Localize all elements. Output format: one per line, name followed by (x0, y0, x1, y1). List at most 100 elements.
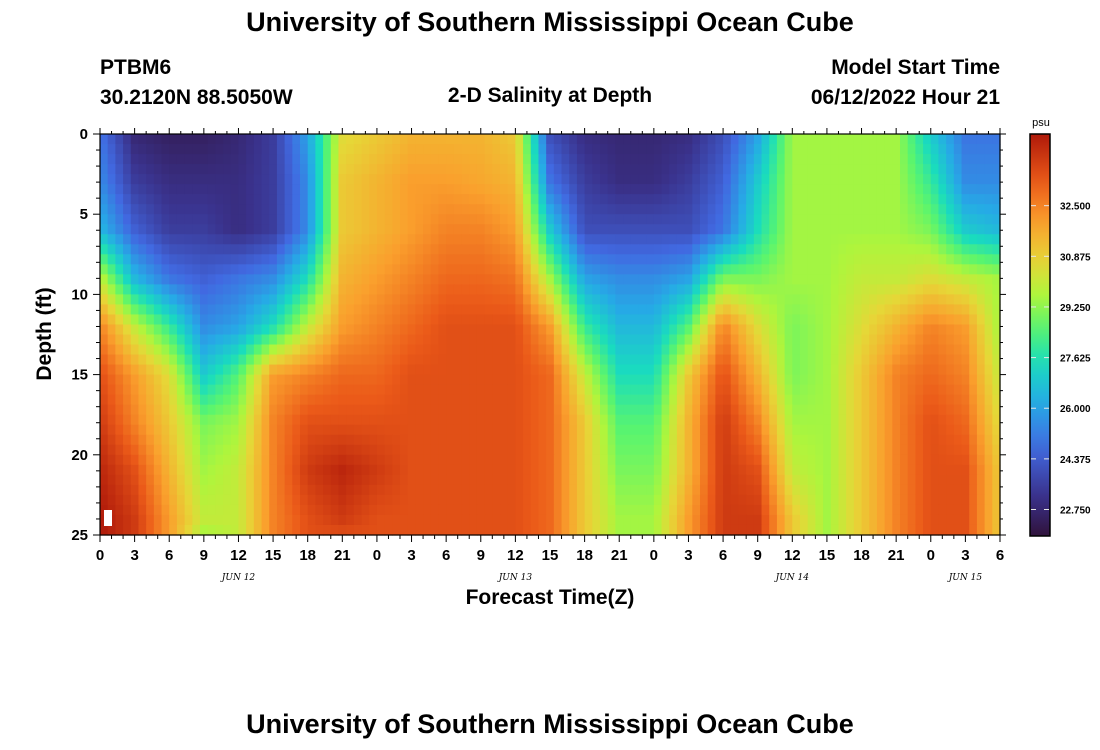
heatmap-cell (876, 144, 886, 155)
heatmap-cell (300, 274, 309, 285)
heatmap-cell (730, 474, 740, 486)
heatmap-cell (553, 134, 563, 145)
heatmap-cell (884, 514, 893, 526)
heatmap-cell (676, 284, 686, 295)
heatmap-cell (346, 214, 355, 225)
heatmap-cell (100, 244, 109, 255)
heatmap-cell (469, 384, 478, 396)
heatmap-cell (523, 514, 532, 526)
heatmap-cell (838, 274, 847, 285)
heatmap-cell (569, 284, 578, 295)
heatmap-cell (838, 494, 847, 506)
heatmap-cell (338, 504, 347, 516)
heatmap-cell (669, 414, 678, 426)
heatmap-cell (330, 254, 340, 265)
heatmap-cell (153, 204, 163, 215)
heatmap-cell (738, 294, 747, 306)
heatmap-cell (207, 434, 216, 446)
heatmap-cell (392, 144, 401, 155)
heatmap-cell (600, 334, 609, 346)
heatmap-cell (646, 134, 655, 145)
heatmap-cell (330, 354, 340, 366)
heatmap-cell (923, 224, 932, 235)
heatmap-cell (661, 254, 670, 265)
heatmap-cell (969, 504, 978, 516)
heatmap-cell (923, 444, 932, 456)
heatmap-cell (861, 344, 870, 356)
heatmap-cell (430, 254, 440, 265)
heatmap-cell (392, 374, 401, 386)
heatmap-cell (261, 334, 270, 346)
heatmap-cell (876, 484, 886, 496)
heatmap-cell (853, 504, 863, 516)
heatmap-cell (723, 234, 732, 245)
heatmap-cell (530, 204, 540, 215)
heatmap-cell (684, 394, 693, 406)
heatmap-cell (138, 234, 147, 245)
heatmap-cell (830, 294, 840, 306)
heatmap-cell (469, 414, 478, 426)
heatmap-cell (176, 354, 186, 366)
heatmap-cell (146, 324, 155, 336)
heatmap-cell (207, 474, 216, 486)
heatmap-cell (553, 374, 563, 386)
heatmap-cell (638, 414, 647, 426)
heatmap-cell (130, 154, 140, 165)
heatmap-cell (446, 254, 455, 265)
heatmap-cell (615, 244, 624, 255)
heatmap-cell (615, 354, 624, 366)
heatmap-cell (192, 194, 201, 205)
heatmap-cell (338, 334, 347, 346)
heatmap-cell (800, 524, 809, 536)
heatmap-cell (369, 524, 378, 536)
heatmap-cell (876, 184, 886, 195)
heatmap-cell (730, 194, 740, 205)
heatmap-cell (223, 334, 232, 346)
heatmap-cell (700, 524, 709, 536)
heatmap-cell (738, 474, 747, 486)
heatmap-cell (861, 244, 870, 255)
heatmap-cell (138, 334, 147, 346)
heatmap-cell (169, 414, 178, 426)
heatmap-cell (107, 194, 116, 205)
heatmap-cell (723, 154, 732, 165)
heatmap-cell (161, 134, 170, 145)
heatmap-cell (246, 154, 255, 165)
heatmap-cell (192, 234, 201, 245)
heatmap-cell (500, 374, 509, 386)
heatmap-cell (100, 344, 109, 356)
heatmap-cell (246, 454, 255, 466)
heatmap-cell (976, 204, 986, 215)
heatmap-cell (115, 234, 124, 245)
heatmap-cell (123, 144, 132, 155)
heatmap-cell (607, 504, 616, 516)
heatmap-cell (323, 494, 332, 506)
heatmap-cell (961, 384, 970, 396)
heatmap-cell (130, 334, 140, 346)
heatmap-cell (238, 244, 247, 255)
heatmap-cell (869, 454, 878, 466)
heatmap-cell (453, 204, 463, 215)
heatmap-cell (446, 364, 455, 376)
heatmap-cell (515, 314, 524, 326)
heatmap-cell (176, 174, 186, 185)
heatmap-cell (538, 154, 547, 165)
heatmap-cell (800, 434, 809, 446)
heatmap-cell (876, 354, 886, 366)
heatmap-cell (100, 194, 109, 205)
heatmap-cell (853, 394, 863, 406)
heatmap-cell (230, 334, 240, 346)
heatmap-cell (384, 494, 393, 506)
heatmap-cell (992, 314, 1001, 326)
heatmap-cell (923, 284, 932, 295)
heatmap-cell (507, 404, 516, 416)
heatmap-cell (653, 164, 663, 175)
heatmap-cell (146, 194, 155, 205)
heatmap-cell (307, 224, 316, 235)
heatmap-cell (469, 174, 478, 185)
heatmap-cell (592, 194, 601, 205)
heatmap-cell (630, 224, 640, 235)
heatmap-cell (653, 444, 663, 456)
heatmap-cell (253, 244, 263, 255)
heatmap-cell (146, 424, 155, 436)
